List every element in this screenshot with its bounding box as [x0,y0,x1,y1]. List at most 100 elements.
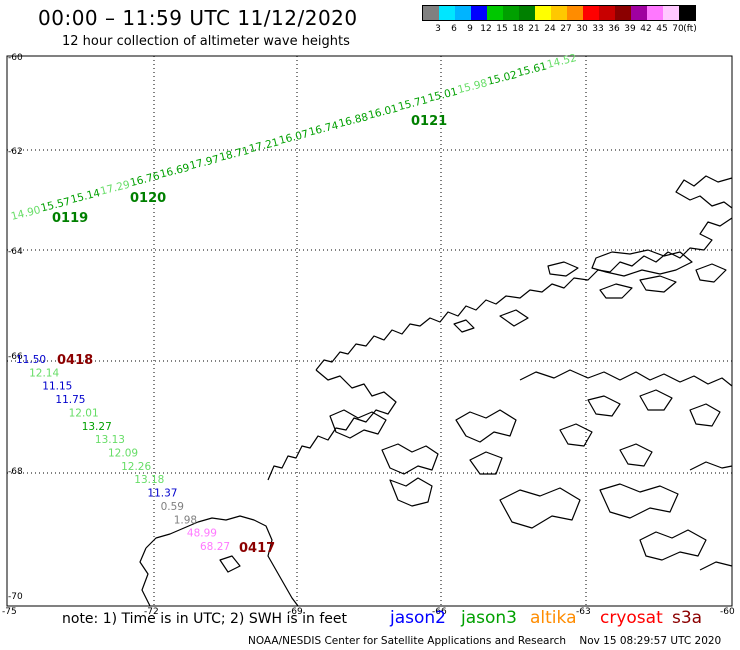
wave-height-label: 16.88 [337,111,369,130]
scale-swatch [487,6,503,20]
lat-label: -62 [8,147,23,157]
scale-tick-label: 30 [576,24,588,34]
wave-height-label: 16.69 [159,162,191,181]
wave-height-label: 11.37 [147,488,177,500]
lat-label: -68 [8,467,23,477]
scale-swatch [423,6,439,20]
pass-time-0120: 0120 [130,191,166,206]
pass-time-0418: 0418 [57,353,93,368]
scale-swatch [439,6,455,20]
scale-swatch [535,6,551,20]
legend-s3a: s3a [672,608,703,628]
footer-timestamp: Nov 15 08:29:57 UTC 2020 [579,635,722,647]
wave-height-label: 17.29 [99,179,131,198]
scale-swatch [567,6,583,20]
wave-height-label: 11.15 [42,381,72,393]
lat-label: -70 [8,592,23,602]
lat-label: -66 [8,352,23,362]
pass-time-0119: 0119 [52,211,88,226]
wave-height-label: 15.61 [516,60,548,79]
scale-tick-label: 36 [608,24,620,34]
coastline [139,175,733,607]
scale-swatch [503,6,519,20]
scale-swatch [455,6,471,20]
scale-swatch [647,6,663,20]
scale-tick-label: 39 [624,24,636,34]
wave-height-label: 18.71 [218,145,250,164]
color-scale-swatches [422,5,696,21]
scale-tick-label: 33 [592,24,604,34]
scale-tick-label: 6 [451,24,457,34]
lon-labels: -75 -72 -69 -66 -63 -60 [2,607,735,617]
scale-tick-label: 45 [656,24,668,34]
wave-height-label: 13.13 [95,434,125,446]
color-scale-ticks: 3 6 9 12 15 18 21 24 27 30 33 36 39 42 45 70 (ft) [422,21,697,35]
wave-height-label: 11.75 [55,394,85,406]
scale-swatch [583,6,599,20]
wave-height-label: 1.98 [174,514,197,526]
wave-height-label: 15.14 [69,187,101,206]
wave-height-label: 48.99 [187,528,217,540]
wave-height-label: 16.01 [367,103,399,122]
scale-tick-label: (ft) [683,24,697,34]
wave-height-label: 12.14 [29,367,59,379]
lat-label: -60 [8,53,23,63]
page-title: 00:00 – 11:59 UTC 11/12/2020 [38,6,358,30]
scale-tick-label: 3 [435,24,441,34]
note-text: note: 1) Time is in UTC; 2) SWH is in fe… [62,611,348,627]
color-scale: 3 6 9 12 15 18 21 24 27 30 33 36 39 42 45 70 (ft) [422,5,697,35]
wave-height-label: 16.07 [278,128,310,147]
lon-label: -60 [720,607,735,617]
map-frame [6,55,733,607]
pass-time-0121: 0121 [411,114,447,129]
wave-height-label: 17.21 [248,136,280,155]
scale-swatch [615,6,631,20]
wave-height-label: 12.01 [69,407,99,419]
wave-height-label: 12.09 [108,448,138,460]
scale-swatch [631,6,647,20]
wave-height-label: 13.27 [82,421,112,433]
graticule [7,56,732,606]
wave-height-label: 0.59 [161,501,184,513]
scale-swatch [599,6,615,20]
wave-height-label: 15.01 [427,86,459,105]
wave-height-label: 12.26 [121,461,151,473]
lon-label: -72 [144,607,159,617]
wave-height-label: 14.90 [10,204,42,223]
scale-tick-label: 70 [672,24,684,34]
wave-height-label: 15.98 [457,77,489,96]
lat-labels: -60 -62 -64 -66 -68 -70 [8,53,23,602]
wave-height-label: 11.50 [16,354,46,366]
wave-height-label: 15.71 [397,94,429,113]
lon-label: -75 [2,607,17,617]
top-track: 14.9015.5715.1417.2916.7616.6917.9718.71… [10,52,578,223]
wave-height-label: 16.74 [308,120,340,139]
scale-swatch [519,6,535,20]
footer-credit: NOAA/NESDIS Center for Satellite Applica… [248,635,566,647]
legend-jason3: jason3 [461,608,517,628]
scale-tick-label: 27 [560,24,572,34]
scale-swatch [663,6,679,20]
lat-label: -64 [8,247,23,257]
scale-tick-label: 18 [512,24,524,34]
scale-tick-label: 24 [544,24,556,34]
scale-tick-label: 12 [480,24,492,34]
lon-label: -63 [576,607,591,617]
legend-cryosat: cryosat [600,608,663,628]
wave-height-label: 13.18 [134,474,164,486]
scale-swatch [551,6,567,20]
scale-tick-label: 9 [467,24,473,34]
scale-tick-label: 21 [528,24,540,34]
footer: NOAA/NESDIS Center for Satellite Applica… [248,635,721,647]
wave-height-label: 14.52 [546,52,578,71]
wave-height-label: 15.02 [486,69,518,88]
lon-label: -66 [432,607,447,617]
wave-height-label: 68.27 [200,541,230,553]
scale-swatch [471,6,487,20]
page-subtitle: 12 hour collection of altimeter wave hei… [62,34,350,49]
pass-time-0417: 0417 [239,541,275,556]
scale-tick-label: 15 [496,24,508,34]
wave-height-label: 17.97 [189,153,221,172]
